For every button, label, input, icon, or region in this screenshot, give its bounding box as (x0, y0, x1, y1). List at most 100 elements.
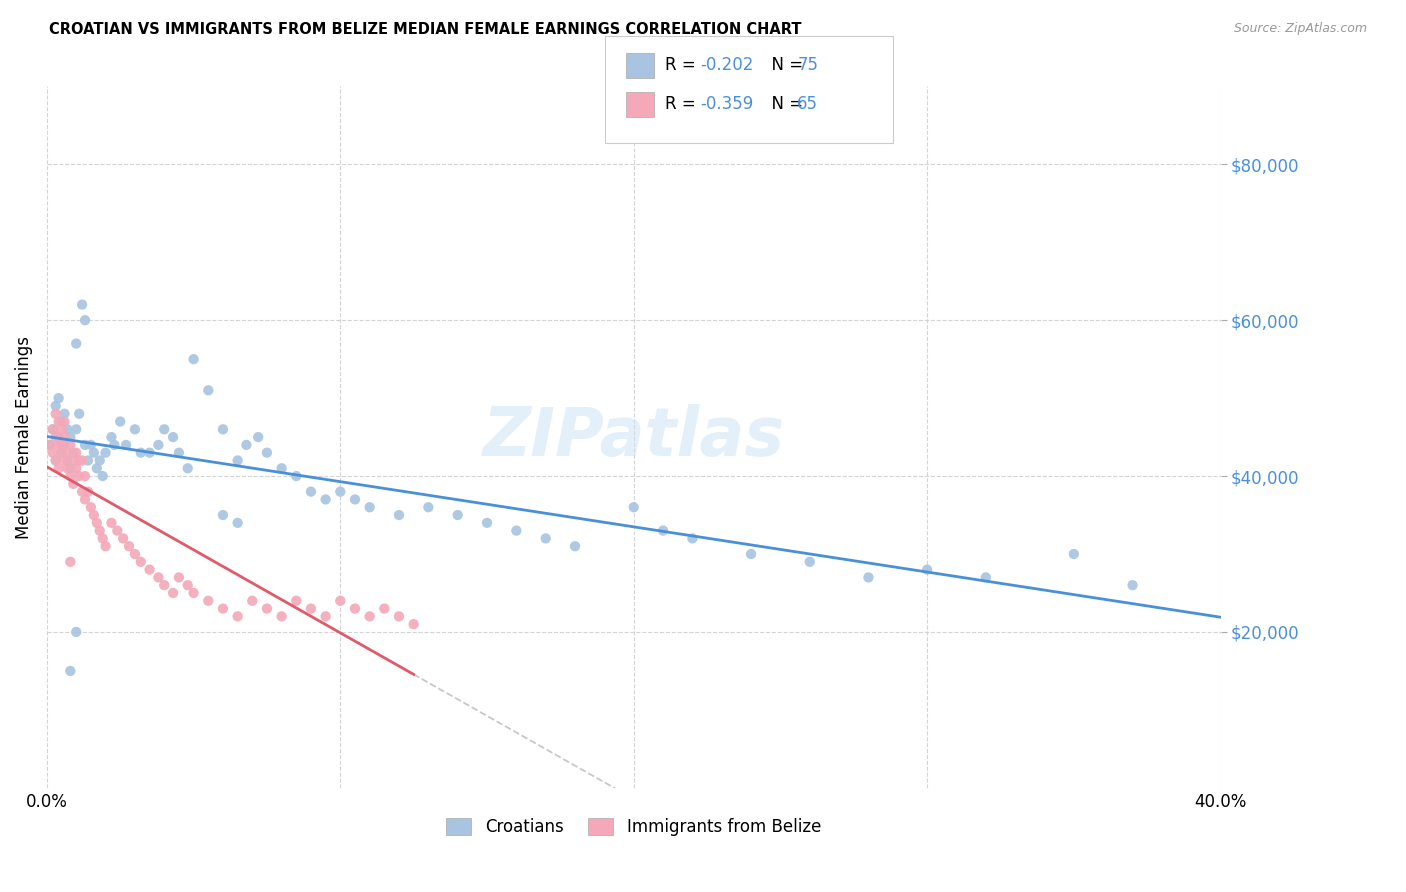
Point (974, 570, 997, 584)
Point (247, 430, 270, 444)
Text: -0.202: -0.202 (700, 56, 754, 74)
Point (59, 438, 82, 452)
Point (124, 547, 146, 561)
Point (62, 445, 84, 459)
Point (505, 524, 527, 538)
Point (100, 516, 122, 530)
Point (48, 438, 70, 452)
Point (94, 445, 117, 459)
Point (197, 594, 219, 608)
Point (56, 461, 79, 475)
Point (623, 500, 645, 515)
Point (62, 476, 84, 491)
Point (56, 422, 79, 436)
Point (59, 469, 82, 483)
Point (240, 594, 263, 608)
Point (329, 594, 352, 608)
Legend: Croatians, Immigrants from Belize: Croatians, Immigrants from Belize (440, 811, 828, 843)
Point (148, 438, 170, 452)
Text: ZIPatlas: ZIPatlas (482, 404, 785, 470)
Point (51, 422, 73, 436)
Point (38, 438, 60, 452)
Point (48, 391, 70, 405)
Point (62, 453, 84, 467)
Text: CROATIAN VS IMMIGRANTS FROM BELIZE MEDIAN FEMALE EARNINGS CORRELATION CHART: CROATIAN VS IMMIGRANTS FROM BELIZE MEDIA… (49, 22, 801, 37)
Point (183, 586, 205, 600)
Point (51, 445, 73, 459)
Point (45, 453, 67, 467)
Point (59, 555, 82, 569)
Point (148, 570, 170, 584)
Point (299, 601, 322, 615)
Point (212, 601, 235, 615)
Point (45, 430, 67, 444)
Point (177, 578, 200, 592)
Point (38, 438, 60, 452)
Point (197, 384, 219, 398)
Point (858, 570, 880, 584)
Point (343, 492, 366, 507)
Text: R =: R = (665, 56, 702, 74)
Point (110, 415, 132, 429)
Text: -0.359: -0.359 (700, 95, 754, 113)
Point (285, 469, 308, 483)
Point (59, 664, 82, 678)
Point (65, 461, 87, 475)
Point (56, 453, 79, 467)
Point (162, 586, 184, 600)
Point (235, 438, 257, 452)
Text: N =: N = (761, 95, 808, 113)
Point (212, 422, 235, 436)
Point (48, 461, 70, 475)
Point (45, 399, 67, 413)
Y-axis label: Median Female Earnings: Median Female Earnings (15, 335, 32, 539)
Point (67, 453, 90, 467)
Point (1122, 578, 1144, 592)
Point (83, 508, 105, 522)
Point (73, 313, 96, 327)
Point (77, 484, 100, 499)
Point (740, 547, 762, 561)
Point (285, 594, 308, 608)
Point (59, 461, 82, 475)
Point (183, 352, 205, 367)
Point (167, 570, 190, 584)
Point (86, 461, 108, 475)
Point (315, 609, 337, 624)
Point (475, 516, 498, 530)
Point (115, 438, 138, 452)
Point (1063, 547, 1085, 561)
Point (42, 422, 65, 436)
Point (94, 539, 117, 553)
Point (91, 469, 114, 483)
Point (80, 500, 103, 515)
Point (118, 539, 141, 553)
Point (129, 555, 152, 569)
Point (226, 609, 249, 624)
Point (73, 492, 96, 507)
Point (343, 601, 366, 615)
Point (70, 453, 93, 467)
Text: 65: 65 (797, 95, 818, 113)
Point (86, 516, 108, 530)
Point (124, 422, 146, 436)
Point (177, 461, 200, 475)
Point (388, 508, 411, 522)
Point (256, 601, 278, 615)
Point (42, 445, 65, 459)
Point (67, 407, 90, 421)
Point (167, 445, 190, 459)
Point (681, 532, 703, 546)
Point (53, 438, 76, 452)
Point (388, 609, 411, 624)
Point (83, 445, 105, 459)
Point (65, 445, 87, 459)
Point (329, 484, 352, 499)
Point (89, 524, 111, 538)
Point (212, 508, 235, 522)
Point (51, 445, 73, 459)
Point (80, 438, 103, 452)
Point (447, 508, 470, 522)
Point (73, 469, 96, 483)
Point (42, 422, 65, 436)
